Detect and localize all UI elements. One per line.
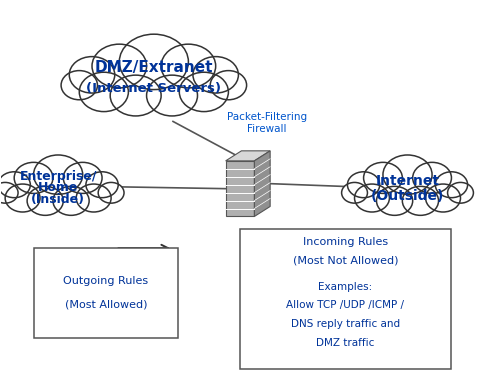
- Text: (Outside): (Outside): [371, 189, 444, 203]
- Text: Internet: Internet: [375, 174, 440, 188]
- Circle shape: [76, 184, 111, 212]
- Circle shape: [53, 186, 89, 215]
- Circle shape: [383, 155, 432, 194]
- Polygon shape: [254, 151, 270, 216]
- Circle shape: [98, 182, 124, 203]
- Text: Incoming Rules: Incoming Rules: [303, 237, 388, 247]
- Circle shape: [146, 75, 197, 116]
- Circle shape: [363, 162, 402, 193]
- Text: (Inside): (Inside): [31, 192, 85, 206]
- Circle shape: [210, 70, 247, 100]
- Circle shape: [355, 184, 389, 212]
- Circle shape: [402, 186, 439, 215]
- Circle shape: [27, 186, 63, 215]
- Text: (Most Not Allowed): (Most Not Allowed): [292, 256, 398, 266]
- Circle shape: [79, 72, 128, 112]
- Circle shape: [342, 182, 368, 203]
- Circle shape: [34, 155, 83, 194]
- Circle shape: [447, 182, 473, 203]
- Text: DMZ traffic: DMZ traffic: [316, 338, 374, 348]
- Text: DNS reply traffic and: DNS reply traffic and: [291, 319, 400, 329]
- Text: Examples:: Examples:: [318, 282, 372, 292]
- FancyBboxPatch shape: [240, 229, 451, 369]
- Circle shape: [348, 172, 380, 198]
- Text: Home: Home: [38, 181, 78, 194]
- Text: Allow TCP /UDP /ICMP /: Allow TCP /UDP /ICMP /: [286, 300, 404, 310]
- Circle shape: [413, 162, 452, 193]
- Circle shape: [0, 172, 30, 198]
- Circle shape: [5, 184, 40, 212]
- Polygon shape: [226, 161, 254, 216]
- Circle shape: [0, 182, 18, 203]
- Text: Outgoing Rules: Outgoing Rules: [63, 276, 148, 286]
- Circle shape: [14, 162, 53, 193]
- Text: DMZ/Extranet: DMZ/Extranet: [95, 60, 213, 75]
- Polygon shape: [226, 151, 270, 161]
- Text: Packet-Filtering
Firewall: Packet-Filtering Firewall: [227, 112, 307, 134]
- Circle shape: [110, 75, 161, 116]
- Circle shape: [193, 57, 239, 93]
- Circle shape: [69, 57, 115, 93]
- Circle shape: [120, 34, 189, 90]
- Circle shape: [180, 72, 228, 112]
- Circle shape: [61, 70, 97, 100]
- Circle shape: [161, 44, 216, 88]
- Text: (Internet Servers): (Internet Servers): [86, 82, 221, 95]
- Circle shape: [86, 172, 118, 198]
- Circle shape: [426, 184, 460, 212]
- FancyBboxPatch shape: [34, 248, 178, 338]
- Circle shape: [435, 172, 468, 198]
- Text: (Most Allowed): (Most Allowed): [65, 299, 147, 309]
- Text: Enterprise/: Enterprise/: [19, 169, 97, 182]
- Circle shape: [376, 186, 413, 215]
- Circle shape: [92, 44, 146, 88]
- Circle shape: [63, 162, 102, 193]
